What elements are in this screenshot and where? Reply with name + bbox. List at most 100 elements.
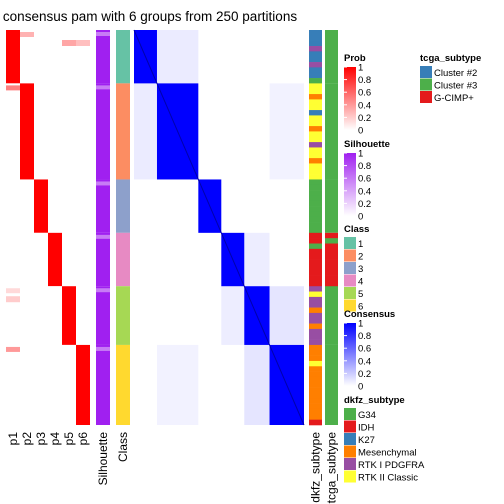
prob-column-label: p2	[20, 432, 34, 446]
dkfz-subtype-cell	[309, 419, 322, 426]
dkfz-subtype-cell	[309, 110, 322, 116]
dkfz-subtype-cell	[309, 104, 322, 111]
dkfz-subtype-cell	[309, 366, 322, 372]
prob-cell	[62, 30, 76, 84]
class-legend-swatch	[344, 249, 356, 262]
prob-cell-tint	[6, 288, 20, 294]
prob-cell-tint	[20, 32, 34, 37]
silhouette-cell-low	[96, 85, 110, 90]
dkfz-subtype-cell	[309, 270, 322, 276]
dkfz-subtype-cell	[309, 302, 322, 308]
dkfz-subtype-cell	[309, 339, 322, 346]
consensus-offblock	[134, 83, 157, 180]
prob-cell	[76, 232, 90, 287]
prob-cell	[6, 232, 20, 287]
consensus-legend-tick-label: 0.2	[358, 369, 371, 380]
dkfz-subtype-legend-label: Mesenchymal	[358, 448, 417, 459]
silhouette-cell	[96, 344, 110, 425]
annotation-column-label: Class	[116, 432, 130, 462]
prob-legend-tick-label: 0.8	[358, 75, 371, 86]
prob-legend-tick-label: 0.2	[358, 113, 371, 124]
tcga-subtype-cell	[325, 344, 338, 425]
tcga-subtype-legend-title: tcga_subtype	[420, 53, 481, 64]
class-legend-label: 4	[358, 277, 363, 288]
consensus-legend-tick-label: 0	[358, 382, 363, 393]
silhouette-cell-low	[96, 181, 110, 186]
dkfz-subtype-cell	[309, 142, 322, 148]
dkfz-subtype-cell	[309, 259, 322, 266]
dkfz-subtype-cell	[309, 94, 322, 100]
dkfz-subtype-cell	[309, 296, 322, 303]
prob-cell	[6, 344, 20, 425]
silhouette-cell	[96, 83, 110, 180]
prob-cell-tint	[62, 288, 76, 294]
dkfz-subtype-cell	[309, 243, 322, 250]
consensus-legend-tick-label: 0.8	[358, 331, 371, 342]
dkfz-subtype-legend-label: RTK II Classic	[358, 473, 418, 484]
consensus-legend-tick-label: 1	[358, 319, 363, 330]
class-cell	[116, 83, 130, 180]
dkfz-subtype-cell	[309, 211, 322, 218]
class-legend-label: 2	[358, 252, 363, 263]
dkfz-subtype-cell	[309, 174, 322, 180]
column-labels: p1 p2 p3 p4 p5 p6 Silhouette Class dkfz_subtype t…	[6, 432, 339, 504]
silhouette-cell	[96, 30, 110, 84]
consensus-offblock	[156, 30, 199, 84]
tcga-subtype-legend-label: Cluster #3	[434, 81, 477, 92]
prob-legend-tick-label: 0.4	[358, 100, 371, 111]
prob-cell	[76, 286, 90, 345]
annotation-column-label: dkfz_subtype	[309, 432, 323, 503]
silhouette-cell	[96, 286, 110, 345]
prob-cell-tint	[6, 296, 20, 303]
dkfz-subtype-cell	[309, 264, 322, 271]
dkfz-subtype-cell	[309, 99, 322, 106]
dkfz-subtype-cell	[309, 238, 322, 244]
tcga-subtype-cell	[325, 264, 338, 271]
dkfz-subtype-legend-swatch	[344, 458, 356, 470]
dkfz-subtype-cell	[309, 190, 322, 196]
prob-cell	[20, 30, 34, 84]
dkfz-subtype-cell	[309, 163, 322, 170]
prob-cell-tint	[62, 40, 76, 46]
dkfz-subtype-legend-swatch	[344, 408, 356, 420]
dkfz-subtype-cell	[309, 350, 322, 356]
silhouette-legend-title: Silhouette	[344, 139, 390, 150]
prob-cell	[34, 286, 48, 345]
prob-cell	[6, 179, 20, 233]
prob-cell	[62, 232, 76, 287]
tcga-subtype-legend-label: G-CIMP+	[434, 93, 474, 104]
annotation-column-label: tcga_subtype	[325, 432, 339, 504]
consensus-legend-gradient	[344, 323, 356, 386]
prob-legend-tick-label: 1	[358, 63, 363, 74]
class-cell	[116, 179, 130, 233]
dkfz-subtype-cell	[309, 115, 322, 122]
dkfz-subtype-legend-label: K27	[358, 435, 375, 446]
class-cell	[116, 30, 130, 84]
dkfz-subtype-legend-swatch	[344, 420, 356, 433]
prob-cell	[76, 179, 90, 233]
class-legend-label: 3	[358, 264, 363, 275]
prob-cell	[48, 30, 62, 84]
consensus-legend-tick-label: 0.6	[358, 344, 371, 355]
silhouette-cell-low	[96, 234, 110, 239]
silhouette-legend-tick-label: 0.2	[358, 199, 371, 210]
dkfz-subtype-cell	[309, 376, 322, 383]
dkfz-subtype-cell	[309, 126, 322, 132]
prob-column-label: p1	[6, 432, 20, 446]
dkfz-subtype-cell	[309, 227, 322, 234]
prob-legend-tick-label: 0	[358, 126, 363, 137]
prob-legend-gradient	[344, 67, 356, 130]
tcga-subtype-legend-swatch	[420, 66, 432, 78]
dkfz-subtype-cell	[309, 200, 322, 207]
dkfz-subtype-cell	[309, 72, 322, 79]
prob-cell	[62, 286, 76, 345]
prob-cell	[6, 286, 20, 345]
dkfz-subtype-cell	[309, 344, 322, 351]
prob-cell-tint	[6, 85, 20, 91]
prob-cell	[34, 232, 48, 287]
silhouette-legend-gradient	[344, 153, 356, 216]
tcga-subtype-cell	[325, 179, 338, 233]
dkfz-subtype-cell	[309, 328, 322, 335]
dkfz-subtype-cell	[309, 46, 322, 52]
